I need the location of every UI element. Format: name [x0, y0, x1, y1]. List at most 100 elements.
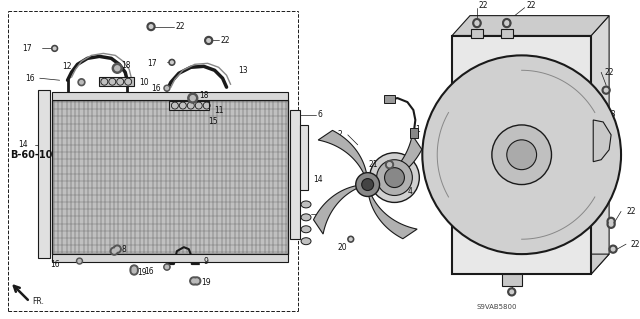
- Bar: [52, 254, 288, 262]
- Text: 23: 23: [606, 110, 616, 120]
- Circle shape: [609, 219, 613, 223]
- Circle shape: [388, 163, 392, 167]
- Polygon shape: [452, 16, 609, 35]
- Circle shape: [362, 179, 374, 190]
- Bar: [52, 100, 288, 254]
- Text: 11: 11: [214, 106, 224, 115]
- Circle shape: [192, 279, 196, 283]
- Text: 22: 22: [221, 36, 230, 45]
- Circle shape: [78, 260, 81, 263]
- Text: 16: 16: [145, 266, 154, 276]
- Circle shape: [166, 265, 168, 269]
- Circle shape: [473, 19, 481, 27]
- Circle shape: [52, 45, 58, 51]
- Circle shape: [609, 223, 613, 226]
- Text: 9: 9: [204, 256, 209, 266]
- Circle shape: [171, 61, 173, 64]
- Bar: [300, 125, 308, 189]
- Text: S9VAB5800: S9VAB5800: [477, 304, 517, 310]
- Circle shape: [130, 265, 138, 273]
- Text: 4: 4: [408, 187, 412, 196]
- Circle shape: [348, 236, 354, 242]
- Circle shape: [473, 19, 481, 26]
- Circle shape: [349, 238, 352, 241]
- Circle shape: [113, 245, 121, 253]
- Text: 8: 8: [121, 245, 126, 254]
- Circle shape: [422, 56, 621, 254]
- Circle shape: [510, 290, 513, 294]
- Circle shape: [166, 265, 168, 269]
- Circle shape: [503, 19, 511, 27]
- Circle shape: [164, 264, 170, 270]
- Text: 21: 21: [368, 160, 378, 169]
- Text: FR.: FR.: [32, 297, 44, 306]
- Circle shape: [207, 39, 211, 42]
- Circle shape: [205, 36, 212, 44]
- Circle shape: [147, 23, 155, 31]
- Ellipse shape: [301, 201, 311, 208]
- Text: 15: 15: [209, 117, 218, 126]
- Circle shape: [190, 96, 195, 100]
- Bar: [290, 110, 300, 239]
- Circle shape: [607, 220, 615, 228]
- Text: 2: 2: [338, 130, 342, 139]
- Bar: [38, 90, 50, 258]
- Text: 22: 22: [631, 240, 640, 249]
- Bar: [410, 128, 419, 138]
- Text: 12: 12: [62, 62, 72, 71]
- Circle shape: [132, 267, 136, 271]
- Circle shape: [190, 277, 198, 285]
- Text: 3: 3: [509, 286, 514, 295]
- Bar: [452, 35, 591, 274]
- Text: 16: 16: [151, 84, 161, 93]
- Polygon shape: [591, 16, 609, 274]
- Circle shape: [166, 87, 168, 90]
- Circle shape: [110, 247, 118, 255]
- Circle shape: [164, 264, 170, 270]
- Bar: [99, 77, 134, 86]
- Circle shape: [115, 247, 119, 251]
- Polygon shape: [593, 120, 611, 162]
- Text: 19: 19: [137, 269, 147, 278]
- Text: 17: 17: [22, 44, 31, 53]
- Text: 22: 22: [604, 68, 614, 77]
- Text: 22: 22: [176, 22, 186, 31]
- Bar: [471, 28, 483, 39]
- Circle shape: [385, 161, 394, 169]
- Circle shape: [112, 63, 122, 73]
- Circle shape: [385, 168, 404, 188]
- Ellipse shape: [301, 214, 311, 221]
- Circle shape: [604, 88, 608, 92]
- Circle shape: [505, 22, 509, 26]
- Circle shape: [115, 66, 120, 71]
- Circle shape: [130, 267, 138, 275]
- Polygon shape: [314, 185, 358, 234]
- Circle shape: [195, 279, 199, 283]
- Circle shape: [164, 85, 170, 91]
- Polygon shape: [318, 130, 367, 175]
- Text: 22: 22: [626, 207, 636, 216]
- Circle shape: [505, 21, 509, 24]
- Polygon shape: [452, 254, 609, 274]
- Polygon shape: [378, 135, 422, 184]
- Circle shape: [78, 79, 85, 86]
- Text: 19: 19: [201, 278, 211, 287]
- Bar: [383, 95, 396, 103]
- Text: 20: 20: [338, 243, 348, 252]
- Text: 16: 16: [25, 74, 35, 83]
- Text: 18: 18: [121, 61, 131, 70]
- Polygon shape: [369, 195, 417, 239]
- Text: 6: 6: [318, 110, 323, 120]
- Bar: [169, 101, 209, 110]
- Circle shape: [475, 22, 479, 26]
- Circle shape: [376, 160, 412, 196]
- Text: 22: 22: [479, 1, 488, 10]
- Circle shape: [80, 80, 83, 84]
- Circle shape: [607, 217, 615, 225]
- Text: 7: 7: [318, 210, 323, 219]
- Circle shape: [602, 86, 610, 94]
- Text: 16: 16: [50, 260, 60, 269]
- Circle shape: [53, 47, 56, 50]
- Ellipse shape: [301, 238, 311, 245]
- Circle shape: [77, 258, 83, 264]
